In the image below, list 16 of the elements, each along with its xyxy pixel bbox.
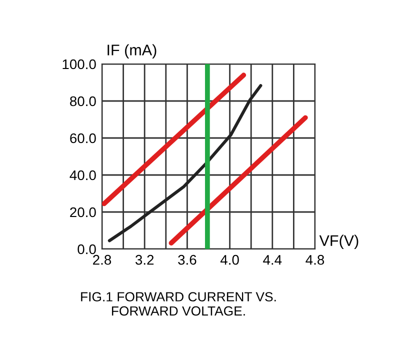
y-axis-title: IF (mA) <box>108 44 156 58</box>
caption: FIG.1 FORWARD CURRENT VS. FORWARD VOLTAGE. <box>81 292 276 316</box>
y-tick-label: 20.0 <box>70 207 96 218</box>
y-tick-label: 0.0 <box>78 244 96 254</box>
x-tick-label: 2.8 <box>93 254 112 265</box>
y-tick-label: 80.0 <box>70 96 96 106</box>
x-axis-title: VF(V) <box>319 234 358 249</box>
y-tick-label: 100.0 <box>62 59 96 70</box>
x-tick-label: 3.2 <box>135 254 154 265</box>
y-tick-label: 40.0 <box>70 170 96 180</box>
y-tick-label: 60.0 <box>70 133 96 144</box>
line-series <box>108 84 262 242</box>
x-tick-label: 4.4 <box>263 255 282 265</box>
x-tick-label: 3.6 <box>178 254 196 265</box>
x-tick-label: 4.8 <box>306 254 324 265</box>
x-tick-label: 4.0 <box>220 254 239 265</box>
